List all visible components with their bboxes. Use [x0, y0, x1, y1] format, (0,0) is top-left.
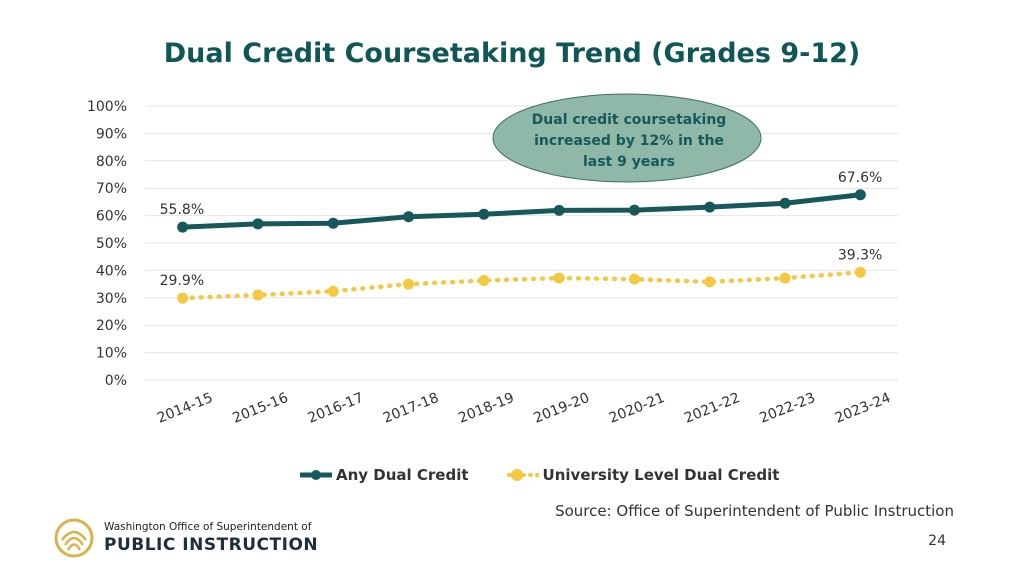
series-point-0: [704, 201, 716, 213]
series-point-0: [854, 189, 866, 201]
logo-line1: Washington Office of Superintendent of: [104, 521, 312, 533]
series-point-0: [327, 217, 339, 229]
x-tick-label: 2017-18: [381, 390, 441, 427]
line-chart: 0% 10% 20% 30% 40% 50% 60% 70% 80% 90% 100% 2014-1…: [87, 93, 898, 427]
y-tick-label: 100%: [87, 99, 127, 115]
y-tick-label: 50%: [96, 236, 127, 252]
annotation-callout: Dual credit coursetaking increased by 12%…: [492, 93, 762, 183]
series-point-0: [403, 211, 415, 223]
y-tick-label: 10%: [96, 346, 127, 362]
page-number: 24: [928, 533, 946, 549]
chart-title: Dual Credit Coursetaking Trend (Grades 9…: [163, 38, 861, 69]
x-tick-label: 2022-23: [757, 390, 817, 427]
y-tick-label: 20%: [96, 318, 127, 334]
legend-swatch-solid: [300, 470, 332, 480]
ospi-emblem-icon: [54, 518, 94, 558]
series-point-1: [403, 278, 415, 290]
series-point-1: [327, 285, 339, 297]
y-tick-label: 80%: [96, 154, 127, 170]
series-point-1: [177, 292, 189, 304]
series-point-1: [704, 276, 716, 288]
series-point-1: [478, 275, 490, 287]
callout-text-line: increased by 12% in the: [534, 133, 724, 149]
legend-label: Any Dual Credit: [336, 466, 469, 484]
series-line-1: [180, 270, 863, 301]
y-tick-label: 90%: [96, 126, 127, 142]
y-tick-label: 40%: [96, 263, 127, 279]
data-labels: 55.8% 67.6% 29.9% 39.3%: [160, 170, 883, 289]
x-axis-ticks: 2014-15 2015-16 2016-17 2017-18 2018-19 2019-…: [155, 390, 893, 427]
source-note: Source: Office of Superintendent of Publ…: [555, 502, 954, 520]
series-point-1: [628, 273, 640, 285]
series-point-0: [177, 221, 189, 233]
callout-text-line: Dual credit coursetaking: [532, 112, 727, 128]
x-tick-label: 2014-15: [155, 390, 215, 427]
callout-ellipse: [492, 93, 762, 183]
data-label: 67.6%: [838, 170, 882, 186]
series-point-1: [854, 266, 866, 278]
callout-text-line: last 9 years: [583, 154, 675, 170]
legend-item-any-dual-credit: Any Dual Credit: [300, 466, 469, 484]
series-point-0: [478, 208, 490, 220]
series-point-0: [553, 204, 565, 216]
y-tick-label: 70%: [96, 181, 127, 197]
series-lines: [177, 189, 866, 304]
data-label: 29.9%: [160, 273, 204, 289]
series-point-0: [628, 204, 640, 216]
series-line-0: [180, 192, 863, 230]
ospi-logo: Washington Office of Superintendent of P…: [54, 518, 318, 558]
legend-swatch-dotted: [506, 469, 539, 481]
y-tick-label: 30%: [96, 291, 127, 307]
series-point-0: [779, 197, 791, 209]
series-point-1: [553, 272, 565, 284]
chart-legend: Any Dual Credit University Level Dual Cr…: [300, 466, 779, 484]
x-tick-label: 2015-16: [230, 390, 290, 427]
legend-item-university-dual-credit: University Level Dual Credit: [506, 466, 780, 484]
data-label: 55.8%: [160, 202, 204, 218]
data-label: 39.3%: [838, 247, 882, 263]
legend-label: University Level Dual Credit: [542, 466, 780, 484]
x-tick-label: 2020-21: [607, 390, 667, 427]
y-axis-ticks: 0% 10% 20% 30% 40% 50% 60% 70% 80% 90% 100%: [87, 99, 127, 389]
x-tick-label: 2018-19: [456, 390, 516, 427]
y-tick-label: 60%: [96, 209, 127, 225]
logo-line2: PUBLIC INSTRUCTION: [104, 535, 319, 555]
x-tick-label: 2019-20: [532, 390, 592, 427]
y-tick-label: 0%: [105, 373, 127, 389]
series-point-1: [779, 272, 791, 284]
x-tick-label: 2016-17: [306, 390, 366, 427]
series-point-0: [252, 218, 264, 230]
series-point-1: [252, 289, 264, 301]
x-tick-label: 2021-22: [682, 390, 742, 427]
x-tick-label: 2023-24: [833, 390, 893, 427]
